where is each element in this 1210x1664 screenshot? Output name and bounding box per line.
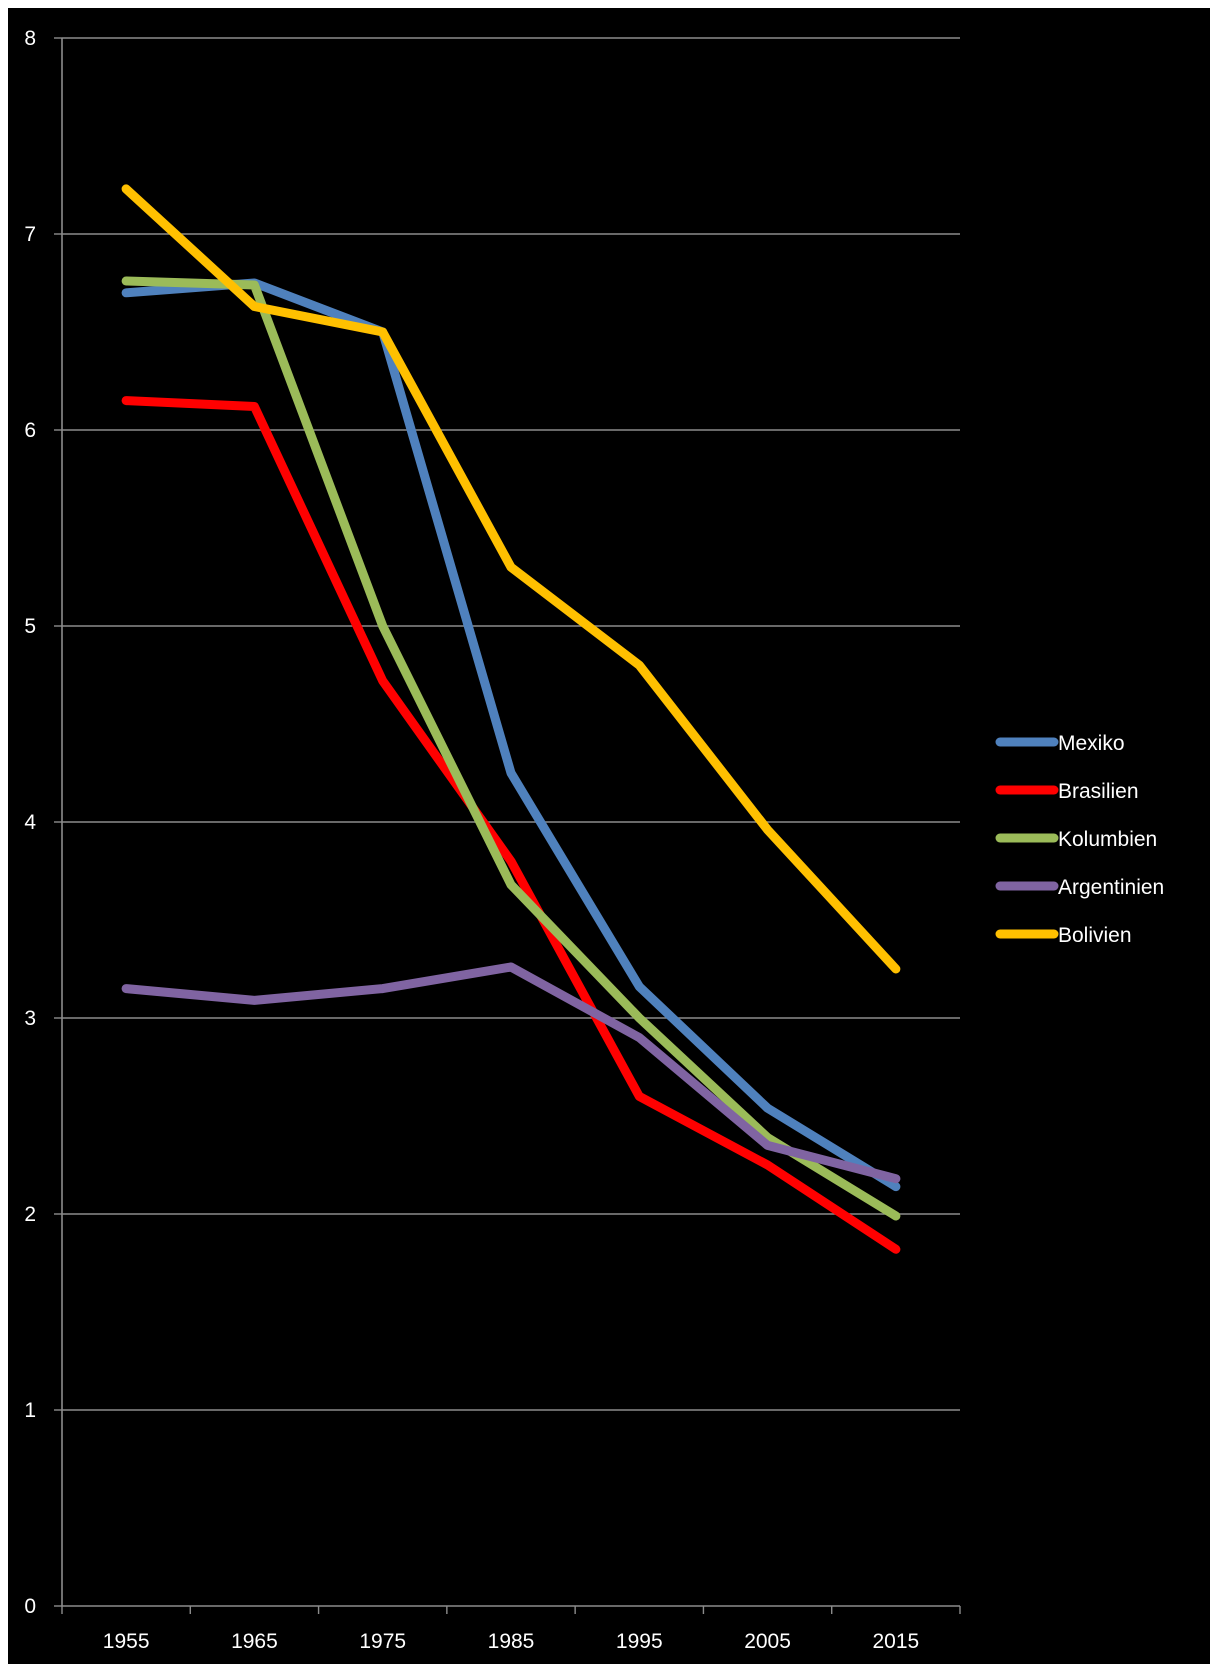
x-tick-label: 2015 [872, 1630, 919, 1653]
x-tick-label: 1955 [103, 1630, 150, 1653]
y-tick-label: 7 [24, 223, 36, 246]
y-tick-label: 8 [24, 27, 36, 50]
legend-label-kolumbien: Kolumbien [1058, 828, 1157, 851]
x-tick-label: 1965 [231, 1630, 278, 1653]
y-tick-label: 1 [24, 1399, 36, 1422]
y-tick-label: 3 [24, 1007, 36, 1030]
legend-label-brasilien: Brasilien [1058, 780, 1139, 803]
x-tick-label: 2005 [744, 1630, 791, 1653]
y-tick-label: 4 [24, 811, 36, 834]
x-tick-label: 1995 [616, 1630, 663, 1653]
y-tick-label: 5 [24, 615, 36, 638]
legend-label-mexiko: Mexiko [1058, 732, 1125, 755]
x-tick-label: 1975 [359, 1630, 406, 1653]
y-tick-label: 6 [24, 419, 36, 442]
y-tick-label: 0 [24, 1595, 36, 1618]
y-tick-label: 2 [24, 1203, 36, 1226]
legend-label-bolivien: Bolivien [1058, 924, 1132, 947]
legend-label-argentinien: Argentinien [1058, 876, 1164, 899]
x-tick-label: 1985 [488, 1630, 535, 1653]
